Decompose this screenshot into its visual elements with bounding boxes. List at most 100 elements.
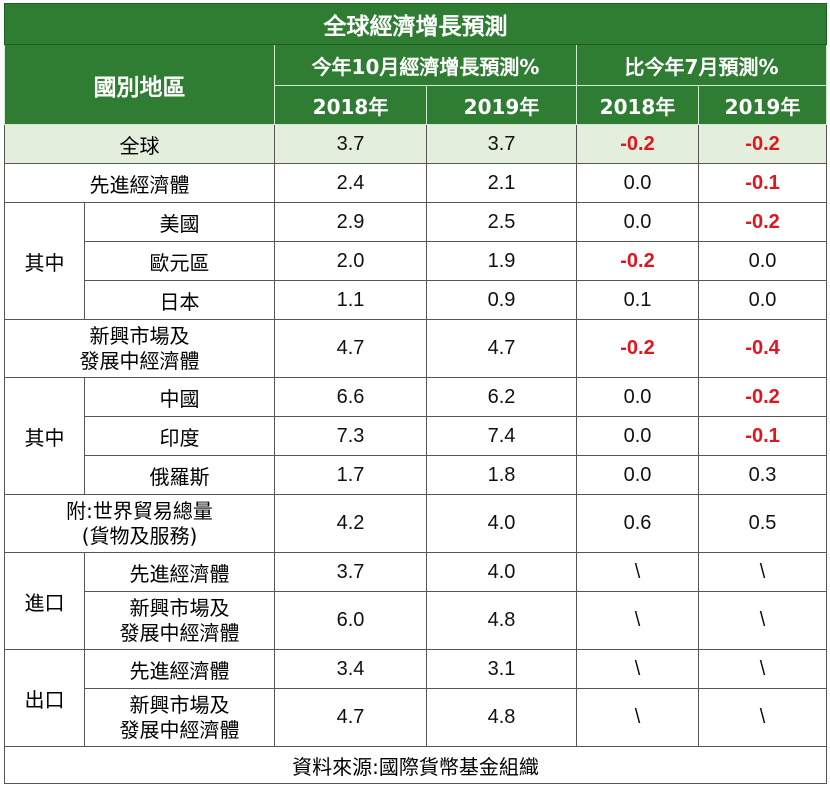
value-cell: 4.8 — [426, 591, 577, 650]
value-cell: 0.0 — [576, 377, 699, 417]
value-cell: -0.2 — [697, 377, 828, 417]
table-row-india: 印度 7.3 7.4 0.0 -0.1 — [5, 416, 828, 456]
row-label-line: 發展中經濟體 — [79, 348, 200, 373]
value-cell: \ — [576, 649, 699, 689]
value-cell: 4.7 — [426, 319, 577, 378]
row-label-line: 新興市場及 — [129, 692, 230, 717]
value-cell: 0.0 — [697, 280, 828, 320]
table-row-trade: 附:世界貿易總量 (貨物及服務) 4.2 4.0 0.6 0.5 — [4, 494, 828, 553]
source-row: 資料來源:國際貨幣基金組織 — [3, 746, 828, 784]
value-cell: 0.0 — [697, 241, 828, 281]
header-row-2: 2018年 2019年 2018年 2019年 — [5, 85, 828, 125]
year-header: 2019年 — [426, 85, 577, 125]
vs-july-header: 比今年7月預測% — [575, 44, 828, 86]
value-cell: 7.4 — [426, 416, 577, 456]
value-cell: -0.1 — [697, 163, 828, 203]
row-label: 俄羅斯 — [84, 455, 275, 495]
group-label: 進口 — [4, 552, 85, 650]
value-cell: 4.7 — [274, 688, 427, 747]
row-label: 先進經濟體 — [84, 649, 275, 689]
value-cell: \ — [576, 688, 699, 747]
value-cell: 0.9 — [426, 280, 577, 320]
table-row-import-emerging: 新興市場及 發展中經濟體 6.0 4.8 \ \ — [5, 591, 828, 650]
value-cell: 2.5 — [426, 202, 577, 242]
row-label: 歐元區 — [84, 241, 275, 281]
value-cell: \ — [697, 649, 828, 689]
value-cell: 0.0 — [576, 455, 699, 495]
row-label: 附:世界貿易總量 (貨物及服務) — [4, 494, 275, 553]
year-header: 2018年 — [274, 85, 427, 125]
title-row: 全球經濟增長預測 — [3, 3, 828, 45]
value-cell: -0.2 — [576, 124, 699, 164]
table-row-global: 全球 3.7 3.7 -0.2 -0.2 — [4, 124, 828, 164]
value-cell: 0.5 — [697, 494, 828, 553]
row-label: 先進經濟體 — [84, 552, 275, 592]
row-label: 全球 — [4, 124, 275, 164]
value-cell: -0.2 — [576, 241, 699, 281]
region-header: 國別地區 — [4, 44, 275, 125]
row-label: 新興市場及 發展中經濟體 — [84, 688, 275, 747]
value-cell: 0.6 — [576, 494, 699, 553]
value-cell: 1.1 — [274, 280, 427, 320]
value-cell: \ — [697, 552, 828, 592]
row-label-line: 發展中經濟體 — [119, 620, 240, 645]
value-cell: -0.4 — [697, 319, 828, 378]
value-cell: 2.9 — [274, 202, 427, 242]
value-cell: 4.7 — [274, 319, 427, 378]
value-cell: \ — [697, 688, 828, 747]
year-header: 2018年 — [576, 85, 699, 125]
value-cell: 4.2 — [274, 494, 427, 553]
table-row-advanced: 先進經濟體 2.4 2.1 0.0 -0.1 — [4, 163, 828, 203]
row-label: 印度 — [84, 416, 275, 456]
source-note: 資料來源:國際貨幣基金組織 — [3, 746, 828, 784]
value-cell: 7.3 — [274, 416, 427, 456]
row-label: 日本 — [84, 280, 275, 320]
row-label-line: 附:世界貿易總量 — [66, 498, 213, 523]
table-row-russia: 俄羅斯 1.7 1.8 0.0 0.3 — [5, 455, 828, 495]
table-row-china: 其中 中國 6.6 6.2 0.0 -0.2 — [4, 377, 828, 495]
value-cell: 3.7 — [426, 124, 577, 164]
value-cell: 2.0 — [274, 241, 427, 281]
value-cell: 3.7 — [274, 552, 427, 592]
group-label: 其中 — [4, 202, 85, 320]
table-row-japan: 日本 1.1 0.9 0.1 0.0 — [5, 280, 828, 320]
value-cell: 3.1 — [426, 649, 577, 689]
value-cell: \ — [576, 552, 699, 592]
value-cell: 0.0 — [576, 416, 699, 456]
row-label: 先進經濟體 — [4, 163, 275, 203]
value-cell: \ — [697, 591, 828, 650]
value-cell: 1.7 — [274, 455, 427, 495]
value-cell: 6.2 — [426, 377, 577, 417]
value-cell: -0.2 — [576, 319, 699, 378]
table-row-us: 其中 美國 2.9 2.5 0.0 -0.2 — [4, 202, 828, 320]
value-cell: 4.0 — [426, 494, 577, 553]
value-cell: -0.1 — [697, 416, 828, 456]
value-cell: 3.4 — [274, 649, 427, 689]
row-label: 美國 — [84, 202, 275, 242]
value-cell: 6.0 — [274, 591, 427, 650]
value-cell: 4.0 — [426, 552, 577, 592]
value-cell: 0.0 — [576, 163, 699, 203]
row-label-line: 新興市場及 — [129, 595, 230, 620]
october-forecast-header: 今年10月經濟增長預測% — [274, 44, 577, 86]
year-header: 2019年 — [697, 85, 828, 125]
value-cell: 0.1 — [576, 280, 699, 320]
table-row-export-emerging: 新興市場及 發展中經濟體 4.7 4.8 \ \ — [5, 688, 828, 747]
table-row-emerging: 新興市場及 發展中經濟體 4.7 4.7 -0.2 -0.4 — [4, 319, 828, 378]
group-label: 其中 — [4, 377, 85, 495]
table-row-import-advanced: 進口 先進經濟體 3.7 4.0 \ \ — [4, 552, 828, 650]
row-label-line: 發展中經濟體 — [119, 717, 240, 742]
value-cell: 1.9 — [426, 241, 577, 281]
forecast-table: 全球經濟增長預測 國別地區 今年10月經濟增長預測% 比今年7月預測% 2018… — [3, 3, 828, 784]
header-row-1: 國別地區 今年10月經濟增長預測% 比今年7月預測% — [4, 44, 828, 125]
value-cell: \ — [576, 591, 699, 650]
value-cell: 0.3 — [697, 455, 828, 495]
row-label: 新興市場及 發展中經濟體 — [4, 319, 275, 378]
table-row-export-advanced: 出口 先進經濟體 3.4 3.1 \ \ — [4, 649, 828, 747]
row-label: 中國 — [84, 377, 275, 417]
table-title: 全球經濟增長預測 — [3, 3, 828, 45]
value-cell: -0.2 — [697, 124, 828, 164]
value-cell: 3.7 — [274, 124, 427, 164]
value-cell: 4.8 — [426, 688, 577, 747]
value-cell: 0.0 — [576, 202, 699, 242]
